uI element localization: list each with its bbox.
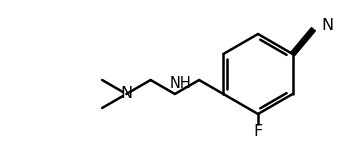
Text: N: N [120, 86, 132, 102]
Text: NH: NH [170, 76, 192, 92]
Text: N: N [321, 18, 333, 33]
Text: F: F [253, 124, 263, 139]
